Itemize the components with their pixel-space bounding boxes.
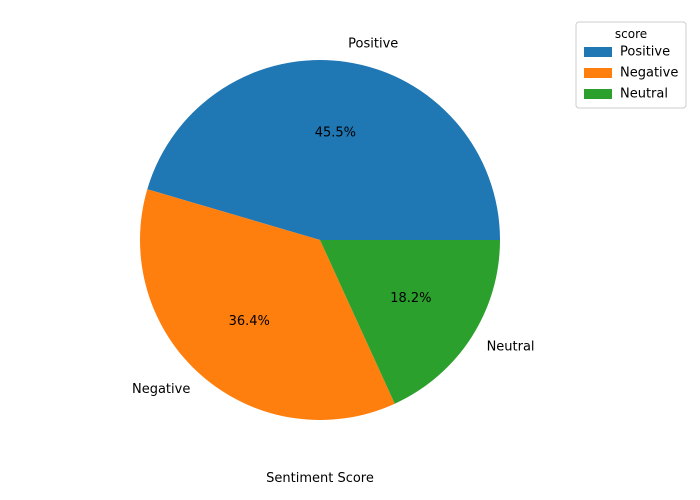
pie-slices bbox=[140, 59, 500, 420]
legend-label-neutral: Neutral bbox=[620, 87, 668, 102]
pie-slice-neutral bbox=[320, 240, 500, 404]
legend-swatch-positive bbox=[584, 47, 612, 57]
legend: score Positive Negative Neutral bbox=[575, 21, 687, 109]
pie-percent-labels: 45.5% 36.4% 18.2% bbox=[229, 126, 432, 330]
slice-label-positive: Positive bbox=[348, 37, 398, 52]
legend-label-positive: Positive bbox=[620, 45, 670, 60]
legend-swatch-negative bbox=[584, 68, 612, 78]
pie-category-labels: Positive Negative Neutral bbox=[132, 37, 535, 398]
legend-swatch-neutral bbox=[584, 89, 612, 99]
legend-items: Positive Negative Neutral bbox=[584, 45, 678, 102]
slice-percent-neutral: 18.2% bbox=[390, 291, 431, 306]
slice-percent-negative: 36.4% bbox=[229, 314, 270, 329]
legend-title: score bbox=[615, 27, 647, 41]
slice-label-negative: Negative bbox=[132, 382, 190, 397]
slice-percent-positive: 45.5% bbox=[315, 126, 356, 141]
legend-frame bbox=[575, 21, 687, 109]
x-axis-label: Sentiment Score bbox=[266, 471, 374, 486]
pie-slice-negative bbox=[140, 189, 395, 420]
slice-label-neutral: Neutral bbox=[487, 340, 535, 355]
pie-slice-positive bbox=[147, 59, 500, 241]
legend-label-negative: Negative bbox=[620, 66, 678, 81]
